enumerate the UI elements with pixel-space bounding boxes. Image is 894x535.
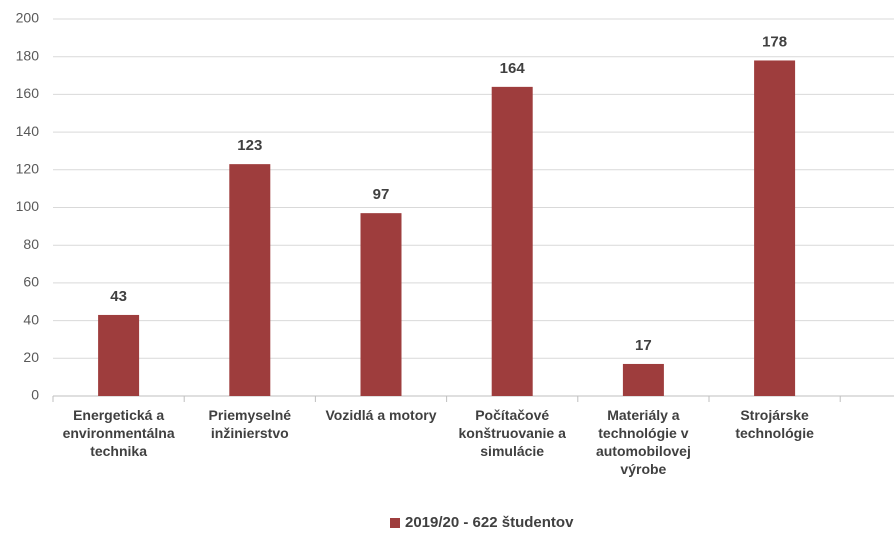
data-label: 178 (762, 33, 787, 50)
y-tick-label: 200 (16, 10, 40, 26)
y-tick-label: 160 (16, 85, 40, 101)
x-tick-label: Priemyselné inžinierstvo (208, 407, 292, 441)
legend-swatch (390, 518, 400, 528)
x-tick-label: Strojárske technológie (735, 407, 814, 441)
y-tick-label: 40 (23, 311, 39, 327)
y-tick-label: 120 (16, 161, 40, 177)
bar (491, 86, 533, 397)
x-tick-label: Vozidlá a motory (325, 407, 437, 423)
bar (622, 363, 664, 396)
bar (360, 213, 402, 396)
y-tick-label: 60 (23, 274, 39, 290)
bar (229, 164, 271, 396)
bar (754, 60, 796, 396)
x-tick-label: Energetická a environmentálna technika (62, 407, 175, 459)
data-label: 97 (373, 186, 390, 203)
data-label: 164 (500, 60, 526, 77)
y-tick-label: 180 (16, 47, 40, 63)
y-tick-label: 140 (16, 123, 40, 139)
y-tick-label: 80 (23, 236, 39, 252)
x-tick-label: Počítačové konštruovanie a simulácie (458, 407, 566, 459)
legend-label: 2019/20 - 622 študentov (405, 514, 574, 531)
y-tick-label: 100 (16, 198, 40, 214)
x-tick-label: Materiály a technológie v automobilovej … (595, 407, 691, 477)
y-tick-label: 20 (23, 349, 39, 365)
data-label: 123 (237, 137, 262, 154)
bar (98, 314, 140, 396)
data-label: 43 (110, 288, 127, 305)
data-label: 17 (635, 337, 652, 354)
y-tick-label: 0 (31, 387, 39, 403)
